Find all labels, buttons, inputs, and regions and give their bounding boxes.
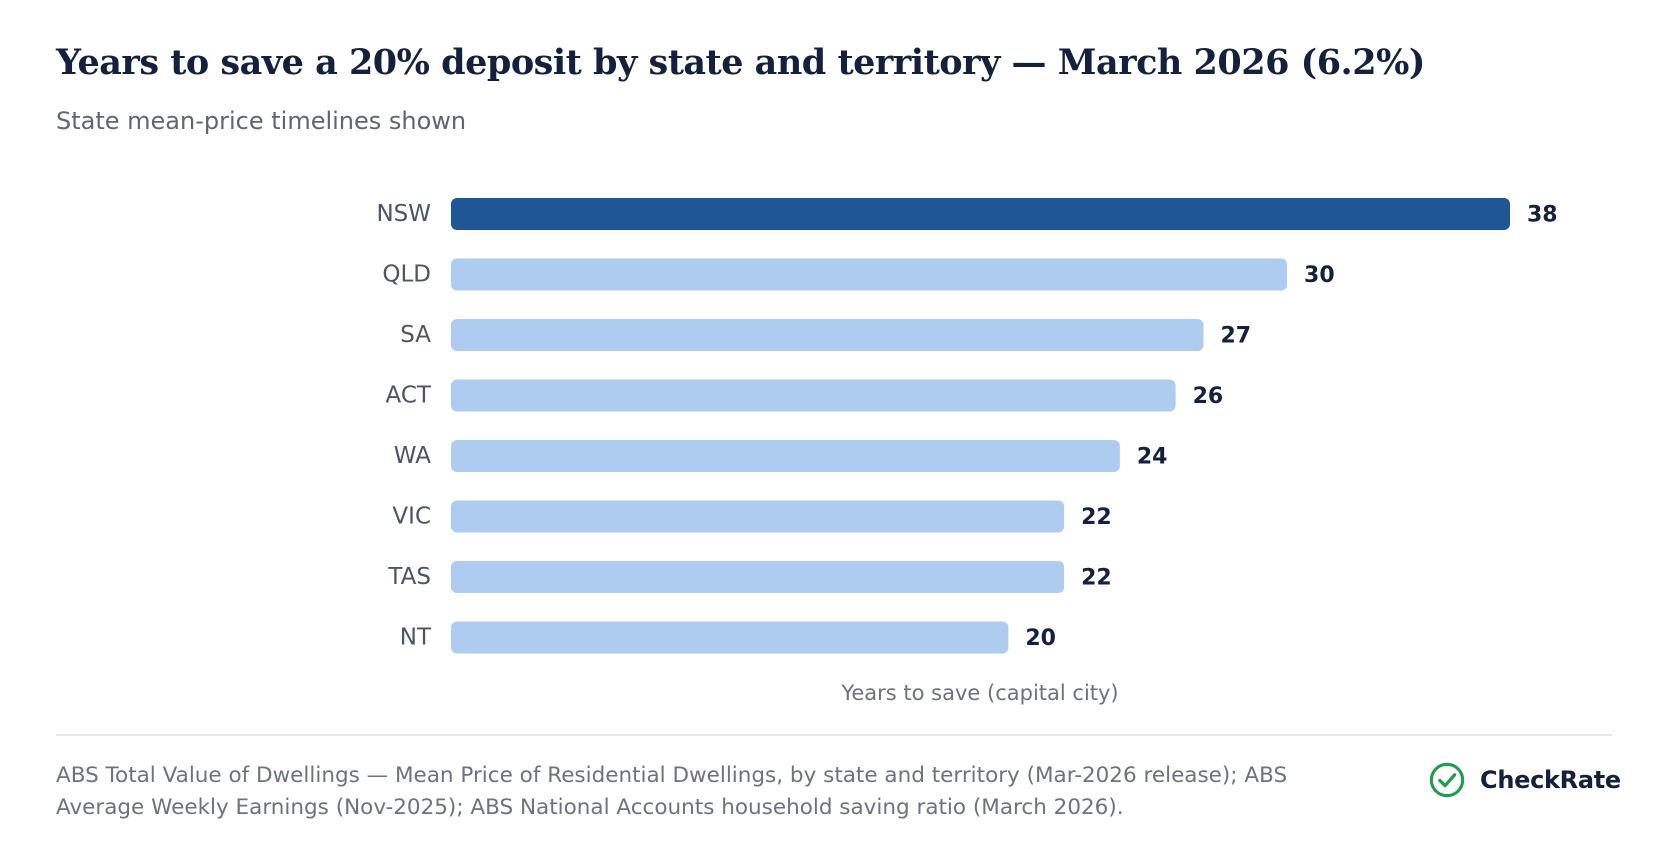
bar-vic: [451, 500, 1065, 533]
value-label-wa: 24: [1137, 445, 1168, 470]
category-label-tas: TAS: [387, 564, 431, 590]
bar-act: [451, 379, 1176, 412]
category-label-nt: NT: [400, 625, 432, 651]
value-label-vic: 22: [1081, 505, 1112, 530]
category-label-vic: VIC: [392, 504, 431, 530]
source-note: ABS Total Value of Dwellings — Mean Pric…: [56, 763, 1288, 820]
category-label-act: ACT: [386, 383, 432, 409]
category-label-wa: WA: [394, 443, 431, 469]
bar-tas: [451, 561, 1065, 593]
chart-title: Years to save a 20% deposit by state and…: [56, 42, 1425, 83]
value-label-act: 26: [1193, 384, 1224, 409]
bar-chart: NSW 38 QLD 30 SA 27 ACT 26 WA 24 VIC 22 TAS 22 NT 20 Yea…: [376, 198, 1558, 705]
category-label-sa: SA: [400, 322, 431, 348]
brand-name: CheckRate: [1480, 766, 1621, 794]
value-label-qld: 30: [1304, 263, 1335, 288]
chart-subtitle: State mean-price timelines shown: [56, 107, 467, 135]
category-label-qld: QLD: [382, 262, 431, 288]
bar-sa: [451, 319, 1204, 351]
bar-qld: [451, 258, 1288, 291]
brand-logo: CheckRate: [1428, 760, 1621, 800]
x-axis-label: Years to save (capital city): [840, 681, 1118, 705]
check-circle-icon: [1429, 762, 1465, 798]
bar-nsw: [451, 198, 1510, 230]
value-label-nsw: 38: [1527, 203, 1558, 228]
footer-divider: [56, 734, 1612, 736]
value-label-sa: 27: [1220, 324, 1251, 349]
bar-wa: [451, 440, 1120, 472]
bar-nt: [451, 621, 1009, 654]
value-label-tas: 22: [1081, 566, 1112, 591]
category-label-nsw: NSW: [376, 201, 431, 227]
value-label-nt: 20: [1025, 626, 1056, 651]
